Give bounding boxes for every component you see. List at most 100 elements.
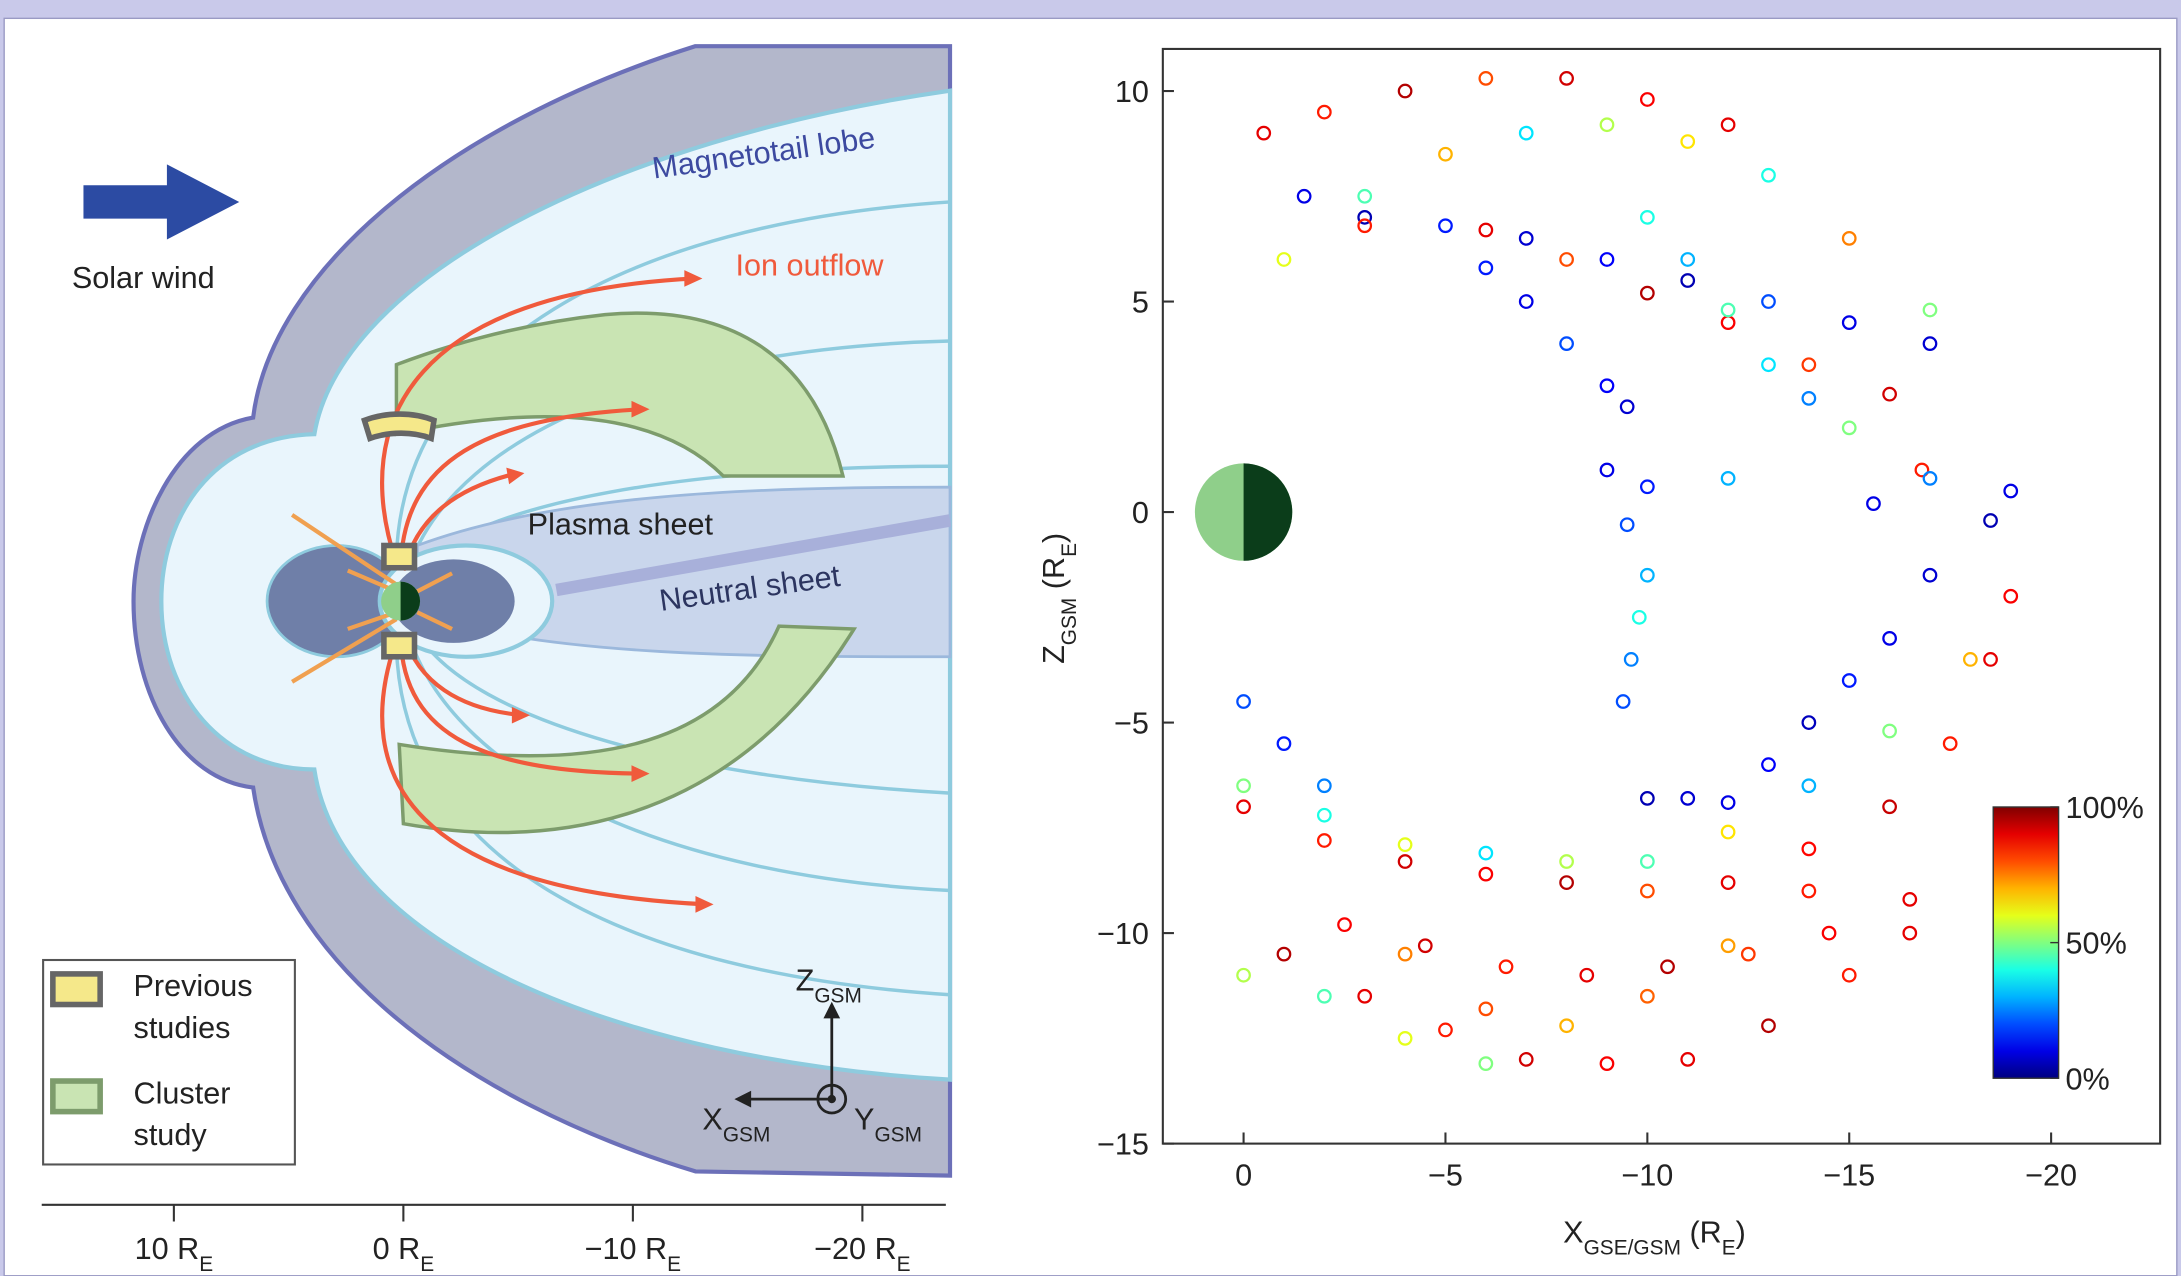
coordinate-frame	[745, 1012, 848, 1115]
point	[1942, 736, 1958, 752]
arrow-head	[734, 1090, 752, 1108]
point	[1841, 231, 1857, 246]
point	[1639, 92, 1655, 107]
cluster-region-south	[397, 624, 858, 835]
x-tick-label: −10	[1621, 1158, 1673, 1192]
point	[1316, 104, 1332, 120]
text-part: Y	[854, 1103, 874, 1137]
point	[1680, 1052, 1696, 1067]
point	[1478, 866, 1494, 882]
magnetosphere-diagram: Magnetotail lobe Ion outflow Solar wind …	[41, 44, 953, 1206]
point	[1882, 723, 1897, 739]
label: Plasma sheet	[528, 507, 714, 541]
text-part: (R	[1037, 557, 1071, 598]
point	[1720, 875, 1736, 890]
legend-label: Cluster	[134, 1076, 231, 1110]
point	[1579, 967, 1595, 983]
label: Solar wind	[72, 261, 215, 295]
point	[1256, 125, 1272, 141]
axis-tick-label: 10 RE	[135, 1232, 214, 1276]
frame-label: ZGSM	[796, 964, 862, 1007]
point	[1438, 146, 1453, 162]
point	[2003, 588, 2019, 604]
y-tick-label: 0	[1132, 496, 1149, 530]
point	[1841, 673, 1857, 688]
point	[1438, 1022, 1453, 1038]
point	[1478, 845, 1494, 861]
point	[1599, 1056, 1615, 1071]
point	[1841, 315, 1857, 330]
text-part: 10 R	[135, 1232, 200, 1266]
point	[1599, 117, 1615, 133]
text-part: E	[199, 1253, 213, 1276]
y-tick-label: 5	[1132, 286, 1149, 320]
point	[1639, 790, 1655, 806]
point	[1518, 1052, 1534, 1067]
point	[1882, 631, 1897, 646]
text-part: )	[1736, 1215, 1746, 1249]
point	[1962, 652, 1978, 667]
point	[1922, 567, 1938, 583]
text-part: 0 R	[373, 1232, 421, 1266]
point	[1841, 420, 1857, 436]
colorbar-tick-label: 100%	[2066, 791, 2144, 825]
point	[1337, 917, 1352, 933]
point	[1236, 799, 1251, 815]
point	[1761, 294, 1776, 309]
point	[1518, 125, 1534, 141]
point	[1316, 988, 1332, 1004]
point	[1801, 778, 1817, 794]
point	[1914, 462, 1930, 478]
point	[1882, 799, 1897, 815]
y-tick-label: −5	[1114, 707, 1149, 741]
x-tick-label: −5	[1428, 1158, 1463, 1192]
point	[1316, 833, 1332, 848]
point	[1761, 1018, 1776, 1034]
point	[1902, 925, 1918, 941]
point	[1841, 967, 1857, 983]
point	[1720, 471, 1736, 486]
point	[1559, 854, 1574, 869]
text-part: E	[897, 1253, 911, 1276]
text-part: X	[1563, 1215, 1583, 1249]
point	[1983, 652, 1998, 667]
point	[1866, 496, 1881, 512]
frame-label: YGSM	[854, 1103, 922, 1147]
point	[1296, 188, 1312, 204]
point	[1357, 209, 1373, 225]
point	[1559, 875, 1574, 890]
point	[1599, 462, 1615, 478]
point	[1619, 399, 1635, 415]
point	[1357, 218, 1373, 234]
point	[1660, 959, 1675, 975]
point	[2003, 483, 2019, 499]
point	[1720, 824, 1736, 840]
point	[1983, 513, 1998, 528]
point	[1316, 807, 1332, 823]
axis-tick-label: −20 RE	[814, 1232, 911, 1276]
point	[1801, 883, 1817, 899]
point	[1680, 273, 1696, 288]
point	[1559, 1018, 1574, 1034]
legend-label: study	[134, 1118, 208, 1152]
point	[1639, 883, 1655, 899]
point	[1720, 938, 1736, 954]
point	[1397, 854, 1413, 869]
point	[1639, 854, 1655, 869]
neutral-sheet-line	[555, 514, 952, 597]
point	[1821, 925, 1837, 941]
axis-tick-label: 0 RE	[373, 1232, 435, 1276]
text-part: )	[1037, 533, 1071, 543]
y-tick-label: −15	[1097, 1128, 1149, 1162]
ion-outflow-arrows	[380, 276, 707, 907]
text-part: −20 R	[814, 1232, 897, 1266]
colorbar	[1992, 806, 2060, 1079]
text-part: Z	[796, 964, 815, 998]
y-tick-label: −10	[1097, 917, 1149, 951]
point	[1276, 252, 1292, 267]
text-part: GSM	[814, 984, 862, 1007]
point	[1619, 517, 1635, 533]
point	[1417, 938, 1433, 954]
legend-label: studies	[134, 1011, 231, 1045]
